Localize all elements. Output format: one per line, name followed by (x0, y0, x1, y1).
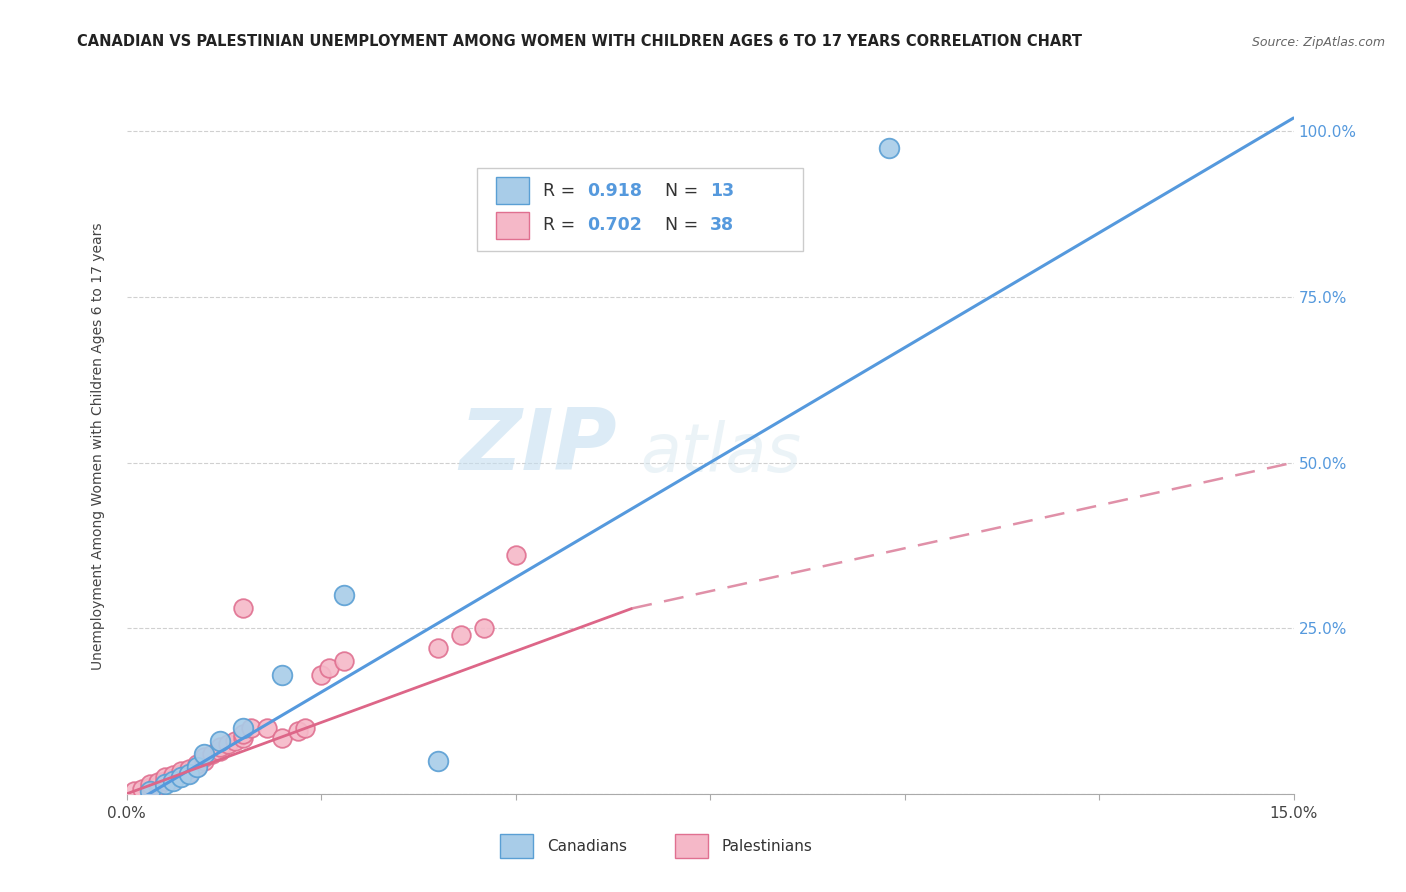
Text: N =: N = (654, 182, 704, 200)
Point (193, 754, 215, 768)
FancyBboxPatch shape (675, 834, 707, 858)
Point (177, 762, 200, 776)
Point (131, 781, 153, 796)
Point (193, 747, 215, 761)
Point (139, 780, 162, 795)
Point (217, 737, 239, 751)
Point (170, 767, 193, 781)
Point (155, 770, 177, 784)
Point (294, 721, 316, 735)
Point (170, 770, 193, 784)
Point (271, 731, 294, 745)
Point (193, 750, 215, 764)
Point (162, 772, 184, 787)
Text: CANADIAN VS PALESTINIAN UNEMPLOYMENT AMONG WOMEN WITH CHILDREN AGES 6 TO 17 YEAR: CANADIAN VS PALESTINIAN UNEMPLOYMENT AMO… (77, 34, 1083, 49)
Y-axis label: Unemployment Among Women with Children Ages 6 to 17 years: Unemployment Among Women with Children A… (91, 222, 105, 670)
Point (186, 760, 208, 774)
Point (155, 777, 177, 791)
Point (240, 721, 263, 735)
Point (333, 588, 356, 602)
Point (426, 641, 449, 656)
Text: 0.918: 0.918 (588, 182, 643, 200)
Point (139, 783, 162, 797)
Text: Canadians: Canadians (547, 838, 627, 854)
Text: ZIP: ZIP (458, 404, 617, 488)
Text: atlas: atlas (640, 420, 801, 486)
Point (474, 621, 496, 635)
FancyBboxPatch shape (501, 834, 533, 858)
Point (146, 779, 169, 793)
Point (232, 721, 254, 735)
Point (309, 667, 332, 681)
Point (232, 727, 254, 741)
Point (208, 744, 231, 758)
Text: Source: ZipAtlas.com: Source: ZipAtlas.com (1251, 36, 1385, 49)
Point (162, 768, 184, 782)
Point (177, 765, 200, 780)
Point (287, 723, 309, 738)
Point (186, 760, 208, 774)
Point (162, 773, 184, 788)
Point (208, 740, 231, 755)
Text: R =: R = (543, 182, 581, 200)
Point (232, 731, 254, 745)
Point (124, 783, 146, 797)
Point (271, 667, 294, 681)
Point (155, 773, 177, 788)
Point (256, 721, 278, 735)
Point (426, 754, 449, 768)
Point (333, 654, 356, 668)
FancyBboxPatch shape (477, 168, 803, 252)
Text: 13: 13 (710, 182, 734, 200)
Point (139, 777, 162, 791)
Text: N =: N = (654, 217, 704, 235)
Point (232, 601, 254, 615)
FancyBboxPatch shape (496, 178, 529, 204)
Text: 0.702: 0.702 (588, 217, 643, 235)
Point (146, 775, 169, 789)
Point (877, 141, 900, 155)
FancyBboxPatch shape (496, 212, 529, 239)
Point (318, 661, 340, 675)
Point (450, 628, 472, 642)
Point (505, 549, 527, 563)
Point (224, 734, 246, 748)
Text: 38: 38 (710, 217, 734, 235)
Point (170, 764, 193, 778)
Point (186, 757, 208, 772)
Point (201, 747, 224, 761)
Point (208, 734, 231, 748)
Text: R =: R = (543, 217, 581, 235)
Point (177, 767, 200, 781)
Text: Palestinians: Palestinians (721, 838, 813, 854)
